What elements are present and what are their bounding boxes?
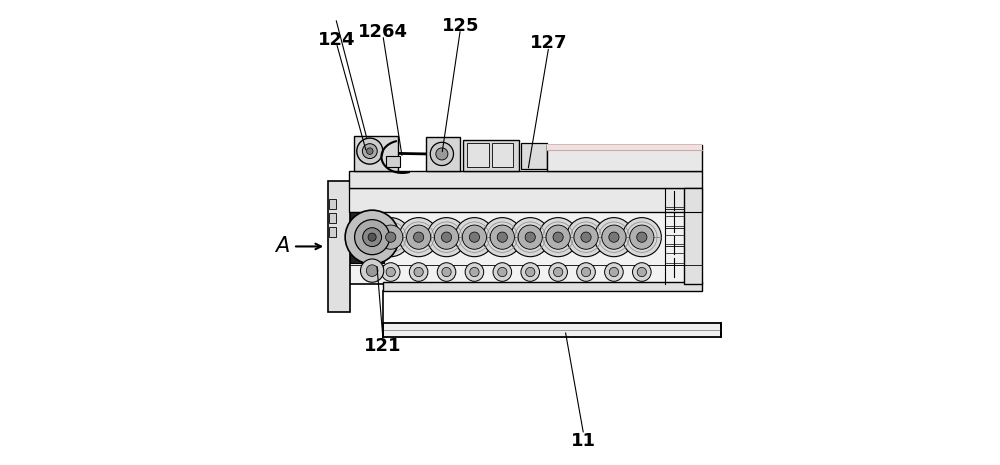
Text: 121: 121 — [364, 338, 402, 355]
Bar — [521, 143, 546, 169]
Circle shape — [546, 226, 570, 249]
Text: 124: 124 — [318, 31, 355, 48]
Circle shape — [462, 225, 487, 249]
Circle shape — [470, 267, 479, 277]
Circle shape — [414, 267, 423, 277]
Text: A: A — [275, 236, 290, 257]
Circle shape — [519, 226, 542, 249]
Circle shape — [483, 218, 522, 257]
Circle shape — [430, 142, 454, 166]
Circle shape — [345, 210, 399, 264]
Bar — [383, 282, 702, 291]
Circle shape — [609, 267, 619, 277]
Circle shape — [605, 263, 623, 281]
Circle shape — [566, 218, 606, 257]
Bar — [426, 137, 460, 171]
Bar — [467, 143, 489, 167]
Circle shape — [469, 232, 480, 242]
Circle shape — [360, 259, 384, 282]
Polygon shape — [383, 323, 721, 337]
Circle shape — [630, 226, 654, 249]
Circle shape — [539, 218, 578, 257]
Circle shape — [407, 225, 431, 249]
Circle shape — [553, 232, 563, 242]
Circle shape — [602, 226, 626, 249]
Circle shape — [633, 263, 651, 281]
Circle shape — [574, 225, 598, 249]
Circle shape — [363, 228, 382, 246]
Circle shape — [386, 232, 396, 242]
Circle shape — [511, 218, 550, 257]
Circle shape — [498, 267, 507, 277]
Circle shape — [546, 225, 570, 249]
Circle shape — [455, 218, 494, 257]
Bar — [329, 213, 336, 223]
Circle shape — [491, 226, 514, 249]
Circle shape — [379, 225, 403, 249]
Circle shape — [367, 148, 373, 154]
Circle shape — [493, 263, 512, 281]
Circle shape — [465, 263, 484, 281]
Bar — [329, 227, 336, 237]
Circle shape — [553, 267, 563, 277]
Circle shape — [630, 225, 654, 249]
Text: 125: 125 — [442, 17, 479, 34]
Circle shape — [368, 233, 376, 241]
Circle shape — [637, 267, 646, 277]
Bar — [349, 171, 702, 188]
Circle shape — [399, 218, 438, 257]
Circle shape — [437, 263, 456, 281]
Bar — [684, 188, 702, 284]
Text: 1264: 1264 — [358, 23, 408, 40]
Circle shape — [463, 226, 486, 249]
Bar — [328, 181, 350, 312]
Circle shape — [442, 267, 451, 277]
Bar — [349, 188, 702, 284]
Circle shape — [435, 226, 458, 249]
Circle shape — [441, 232, 452, 242]
Circle shape — [497, 232, 507, 242]
Circle shape — [366, 265, 378, 276]
Bar — [354, 136, 398, 171]
Circle shape — [357, 138, 383, 164]
Circle shape — [525, 232, 535, 242]
Circle shape — [602, 225, 626, 249]
Circle shape — [521, 263, 540, 281]
Bar — [329, 199, 336, 209]
Bar — [546, 144, 702, 150]
Circle shape — [622, 218, 661, 257]
Circle shape — [518, 225, 542, 249]
Bar — [463, 140, 519, 171]
Bar — [546, 145, 702, 171]
Circle shape — [577, 263, 595, 281]
Circle shape — [371, 218, 410, 257]
Circle shape — [407, 226, 430, 249]
Circle shape — [362, 144, 377, 159]
Circle shape — [574, 226, 598, 249]
Circle shape — [386, 267, 395, 277]
Circle shape — [427, 218, 466, 257]
Circle shape — [355, 219, 390, 255]
Circle shape — [526, 267, 535, 277]
Circle shape — [581, 232, 591, 242]
Bar — [386, 156, 400, 167]
Circle shape — [409, 263, 428, 281]
Circle shape — [434, 225, 459, 249]
Bar — [350, 212, 384, 263]
Circle shape — [609, 232, 619, 242]
Circle shape — [490, 225, 514, 249]
Circle shape — [436, 148, 448, 160]
Circle shape — [381, 263, 400, 281]
Circle shape — [581, 267, 591, 277]
Bar — [349, 188, 702, 212]
Circle shape — [637, 232, 647, 242]
Circle shape — [549, 263, 567, 281]
Circle shape — [414, 232, 424, 242]
Circle shape — [594, 218, 633, 257]
Bar — [492, 143, 513, 167]
Text: 127: 127 — [530, 34, 568, 52]
Circle shape — [379, 226, 402, 249]
Text: 11: 11 — [571, 432, 596, 450]
